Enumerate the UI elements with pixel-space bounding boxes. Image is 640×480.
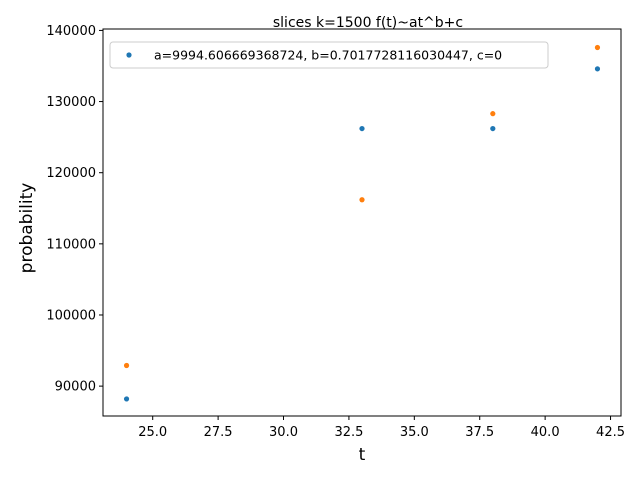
y-tick-label: 120000 bbox=[46, 166, 96, 181]
data-point-series-2 bbox=[490, 111, 496, 117]
y-axis-label: probability bbox=[17, 183, 37, 274]
data-point-series-2 bbox=[359, 197, 365, 203]
chart-title: slices k=1500 f(t)~at^b+c bbox=[273, 15, 463, 31]
y-tick-label: 130000 bbox=[46, 95, 96, 110]
legend-marker bbox=[126, 52, 132, 58]
plot-frame bbox=[102, 28, 622, 417]
legend: a=9994.606669368724, b=0.701772811603044… bbox=[109, 41, 549, 69]
x-tick-label: 42.5 bbox=[596, 425, 625, 440]
y-tick-label: 110000 bbox=[46, 237, 96, 252]
data-point-series-2 bbox=[123, 362, 130, 369]
data-point-series-1 bbox=[359, 125, 365, 132]
x-axis: 25.0 27.5 30.0 32.5 35.0 37.5 40.0 42.5 bbox=[138, 416, 625, 440]
x-tick-label: 27.5 bbox=[204, 425, 233, 440]
data-point-series-1 bbox=[123, 396, 130, 402]
x-tick-label: 32.5 bbox=[334, 425, 363, 440]
x-tick-label: 40.0 bbox=[531, 425, 560, 440]
x-tick-label: 25.0 bbox=[138, 425, 167, 440]
x-tick-label: 30.0 bbox=[269, 425, 298, 440]
data-point-series-2 bbox=[594, 44, 601, 51]
legend-box bbox=[109, 41, 549, 69]
data-points bbox=[123, 44, 601, 402]
y-tick-label: 140000 bbox=[46, 24, 96, 39]
y-axis: 90000 100000 110000 120000 130000 140000 bbox=[46, 24, 103, 395]
x-tick-label: 35.0 bbox=[400, 425, 429, 440]
y-tick-label: 90000 bbox=[55, 380, 96, 395]
x-axis-label: t bbox=[359, 445, 366, 465]
x-tick-label: 37.5 bbox=[465, 425, 494, 440]
data-point-series-1 bbox=[490, 125, 496, 132]
y-tick-label: 100000 bbox=[46, 308, 96, 323]
legend-label: a=9994.606669368724, b=0.701772811603044… bbox=[154, 48, 502, 63]
data-point-series-1 bbox=[594, 66, 601, 72]
